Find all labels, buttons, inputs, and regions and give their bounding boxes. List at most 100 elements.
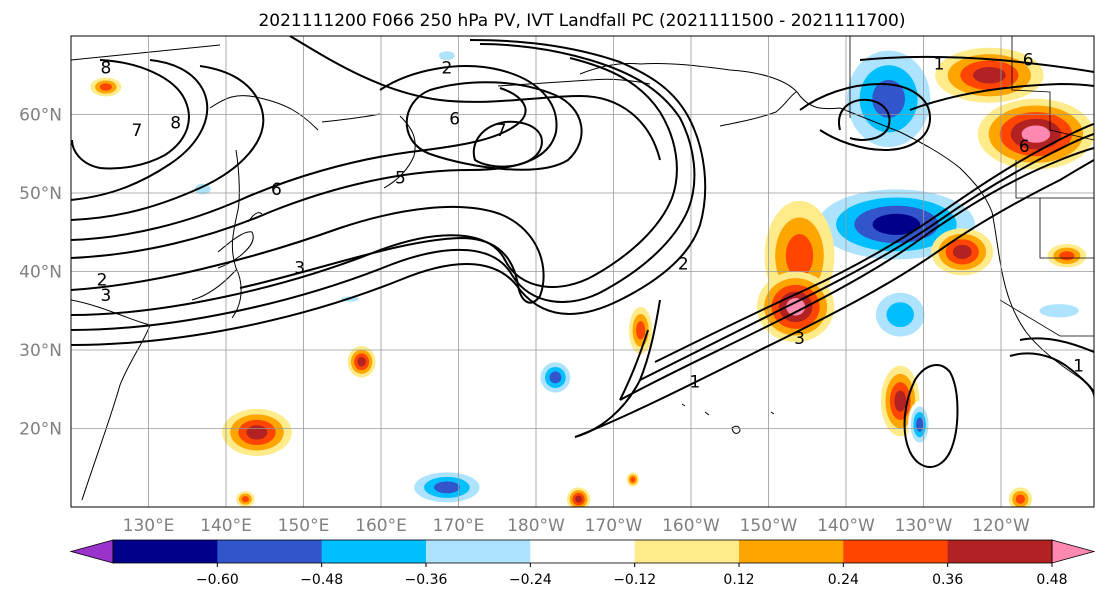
pv-contour — [859, 56, 1094, 73]
x-tick-label: 150°E — [278, 516, 330, 536]
colorbar-extend-high — [1051, 539, 1096, 564]
contour-label: 8 — [100, 58, 111, 78]
colorbar-segment — [634, 540, 740, 563]
pv-contour — [71, 206, 545, 304]
pv-contour — [289, 36, 661, 161]
x-axis-ticks: 130°E 140°E 150°E 160°E 170°E 180°W 170°W 160°W… — [123, 516, 1030, 536]
shaded-region — [549, 371, 562, 384]
shaded-region — [872, 79, 906, 118]
pv-contour — [71, 57, 678, 316]
contour-label: 1 — [934, 54, 945, 74]
pv-contours — [71, 36, 1094, 468]
shaded-region — [1021, 125, 1051, 143]
contour-label: 6 — [449, 109, 460, 129]
shaded-region — [786, 298, 806, 316]
x-tick-label: 160°W — [662, 516, 720, 536]
colorbar-segment — [843, 540, 949, 563]
contour-label: 6 — [271, 180, 282, 200]
colorbar-tick-label: −0.24 — [509, 572, 552, 588]
colorbar-tick-label: 0.24 — [828, 572, 859, 588]
pv-contour — [838, 98, 891, 141]
y-tick-label: 60°N — [19, 106, 62, 126]
colorbar-segment — [113, 540, 218, 563]
shaded-region — [785, 234, 814, 278]
contour-label: 7 — [131, 121, 142, 141]
shaded-region — [438, 51, 455, 61]
shaded-region — [972, 66, 1006, 84]
contour-label: 1 — [689, 372, 700, 392]
shaded-region — [894, 390, 907, 412]
pv-contour — [1009, 352, 1094, 393]
y-tick-label: 50°N — [19, 184, 62, 204]
pv-contour — [71, 59, 209, 201]
coastline-hawaii — [681, 403, 775, 434]
coastline-kamchatka — [321, 113, 416, 189]
x-tick-label: 140°E — [200, 516, 252, 536]
colorbar-tick-label: 0.48 — [1036, 572, 1067, 588]
colorbar-tick-label: −0.12 — [613, 572, 656, 588]
chart-title: 2021111200 F066 250 hPa PV, IVT Landfall… — [258, 11, 905, 31]
shaded-region — [246, 425, 268, 440]
contour-label: 3 — [100, 286, 111, 306]
shaded-region — [1015, 494, 1025, 504]
y-tick-label: 30°N — [19, 341, 62, 361]
colorbar-tick-label: 0.36 — [932, 572, 963, 588]
shaded-region — [99, 83, 112, 91]
shaded-region — [630, 476, 636, 483]
colorbar-extend-low — [69, 539, 114, 564]
pv-contour — [574, 299, 661, 438]
y-tick-label: 20°N — [19, 420, 62, 440]
colorbar-tick-label: −0.60 — [196, 572, 239, 588]
x-tick-label: 130°E — [123, 516, 175, 536]
contour-label: 2 — [97, 270, 108, 290]
colorbar-tick-label: −0.48 — [300, 572, 343, 588]
shaded-region — [1059, 251, 1075, 261]
contour-label: 6 — [1019, 137, 1030, 157]
x-tick-label: 170°W — [585, 516, 643, 536]
contour-label: 5 — [395, 168, 406, 188]
colorbar-segment — [217, 540, 323, 563]
contour-label: 3 — [294, 259, 305, 279]
shaded-region — [916, 417, 924, 432]
shaded-region — [433, 481, 460, 494]
pv-contour — [472, 120, 543, 168]
pv-contour — [1019, 337, 1094, 353]
pv-contour — [799, 82, 932, 152]
colorbar-segment — [426, 540, 531, 563]
contour-label: 7 — [496, 121, 507, 141]
x-tick-label: 140°W — [817, 516, 875, 536]
contour-label: 8 — [170, 113, 181, 133]
colorbar-frame — [112, 539, 1053, 564]
coastline-alaska — [639, 62, 993, 213]
x-tick-label: 170°E — [433, 516, 485, 536]
shaded-region — [872, 213, 921, 235]
pv-contour — [71, 43, 696, 331]
shaded-region — [1039, 304, 1079, 318]
x-tick-label: 120°W — [972, 516, 1030, 536]
y-axis-ticks: 20°N 30°N 40°N 50°N 60°N — [19, 106, 62, 440]
colorbar-segment — [739, 540, 844, 563]
colorbar: −0.60 −0.48 −0.36 −0.24 −0.12 0.12 0.24 0.36 0.4… — [69, 539, 1096, 588]
colorbar-tick-label: 0.12 — [723, 572, 754, 588]
contour-label: 3 — [794, 329, 805, 349]
x-tick-label: 130°W — [895, 516, 953, 536]
x-tick-label: 150°W — [740, 516, 798, 536]
colorbar-segment — [947, 540, 1053, 563]
pv-contour — [71, 65, 265, 221]
colorbar-tick-label: −0.36 — [405, 572, 448, 588]
y-tick-label: 40°N — [19, 263, 62, 283]
pv-contour — [639, 133, 1094, 381]
colorbar-segment — [321, 540, 427, 563]
shaded-region — [952, 244, 972, 259]
coastlines — [71, 44, 1094, 501]
pv-contour — [909, 82, 1094, 111]
shaded-region — [886, 302, 914, 328]
pv-contour — [619, 147, 1094, 401]
x-tick-label: 180°W — [507, 516, 565, 536]
pv-contour — [574, 159, 1094, 438]
coastline-aleutians — [497, 63, 651, 87]
contour-label: 2 — [678, 255, 689, 275]
shaded-region — [241, 496, 250, 503]
